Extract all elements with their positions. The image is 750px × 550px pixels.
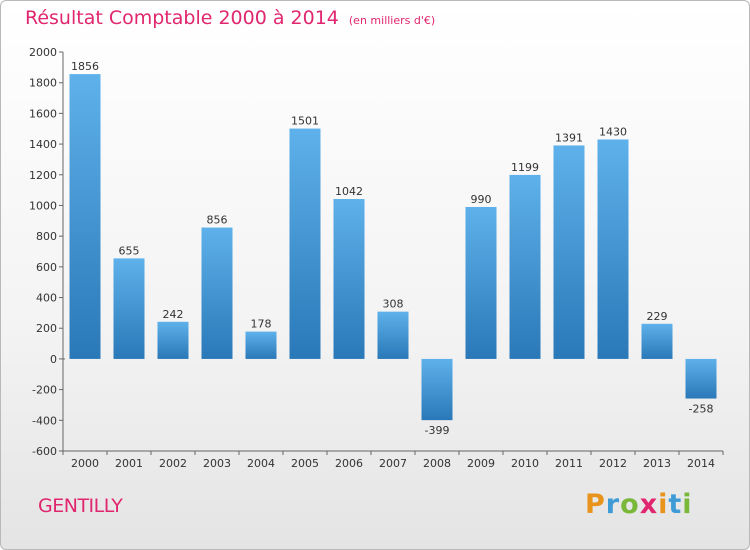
y-tick-label: 800	[36, 230, 57, 243]
bar	[113, 258, 145, 359]
bar	[201, 227, 233, 359]
chart-title-text: Résultat Comptable 2000 à 2014	[25, 7, 339, 29]
bar	[685, 358, 717, 399]
axes: -600 -400 -200 0 200 400 600 800 1000 1200 1400 160…	[29, 46, 724, 470]
y-tick-label: 1000	[29, 199, 57, 212]
data-label: 990	[471, 193, 492, 206]
logo-letter: x	[639, 489, 659, 520]
bar	[333, 199, 365, 359]
y-tick-label: 1800	[29, 77, 57, 90]
bar	[245, 331, 277, 359]
proxiti-logo: Proxiti	[585, 489, 693, 520]
bar	[69, 74, 101, 359]
data-label: 242	[163, 308, 184, 321]
data-label: 1501	[291, 115, 319, 128]
data-label: -399	[425, 424, 450, 437]
y-tick-label: 200	[36, 322, 57, 335]
bar	[597, 139, 629, 359]
x-tick-label: 2007	[379, 457, 407, 470]
x-tick-label: 2008	[423, 457, 451, 470]
logo-letter: o	[620, 489, 640, 520]
bar	[641, 323, 673, 359]
x-tick-label: 2006	[335, 457, 363, 470]
y-tick-label: -200	[32, 384, 57, 397]
logo-letter: P	[585, 489, 606, 520]
x-tick-label: 2010	[511, 457, 539, 470]
x-tick-label: 2004	[247, 457, 275, 470]
x-tick-label: 2012	[599, 457, 627, 470]
bar	[157, 321, 189, 359]
y-tick-label: 1200	[29, 169, 57, 182]
x-tick-label: 2009	[467, 457, 495, 470]
data-label: 1391	[555, 131, 583, 144]
y-tick-label: 0	[50, 353, 57, 366]
bar	[465, 206, 497, 359]
y-tick-label: 400	[36, 292, 57, 305]
y-tick-label: 600	[36, 261, 57, 274]
y-tick-label: 1600	[29, 107, 57, 120]
commune-name: GENTILLY	[38, 495, 123, 517]
y-tick-label: 2000	[29, 46, 57, 59]
x-tick-label: 2002	[159, 457, 187, 470]
logo-letter: i	[658, 489, 669, 520]
data-label: 178	[251, 318, 272, 331]
data-label: -258	[689, 403, 714, 416]
x-tick-label: 2011	[555, 457, 583, 470]
logo-letter: r	[605, 489, 621, 520]
data-label: 1042	[335, 185, 363, 198]
x-tick-label: 2005	[291, 457, 319, 470]
x-tick-label: 2000	[71, 457, 99, 470]
data-label: 1430	[599, 125, 627, 138]
data-label: 856	[207, 214, 228, 227]
x-tick-label: 2003	[203, 457, 231, 470]
data-label: 308	[383, 298, 404, 311]
bars	[69, 74, 717, 421]
bar	[509, 174, 541, 359]
x-tick-label: 2013	[643, 457, 671, 470]
logo-letter: t	[668, 489, 683, 520]
x-tick-label: 2001	[115, 457, 143, 470]
data-label: 655	[119, 244, 140, 257]
data-label: 1856	[71, 60, 99, 73]
chart-unit: (en milliers d'€)	[348, 14, 436, 27]
bar	[553, 145, 585, 359]
bar	[377, 311, 409, 359]
data-label: 1199	[511, 161, 539, 174]
y-tick-label: -400	[32, 414, 57, 427]
logo-letter: i	[682, 489, 693, 520]
y-tick-label: -600	[32, 445, 57, 458]
bar	[289, 128, 321, 359]
y-tick-label: 1400	[29, 138, 57, 151]
data-labels: 1856 655 242 856 178 1501 1042 308 -399 990 1199 13…	[71, 60, 713, 437]
bar	[421, 358, 453, 421]
chart-title: Résultat Comptable 2000 à 2014 (en millie…	[25, 7, 435, 29]
x-tick-label: 2014	[687, 457, 715, 470]
data-label: 229	[647, 310, 668, 323]
